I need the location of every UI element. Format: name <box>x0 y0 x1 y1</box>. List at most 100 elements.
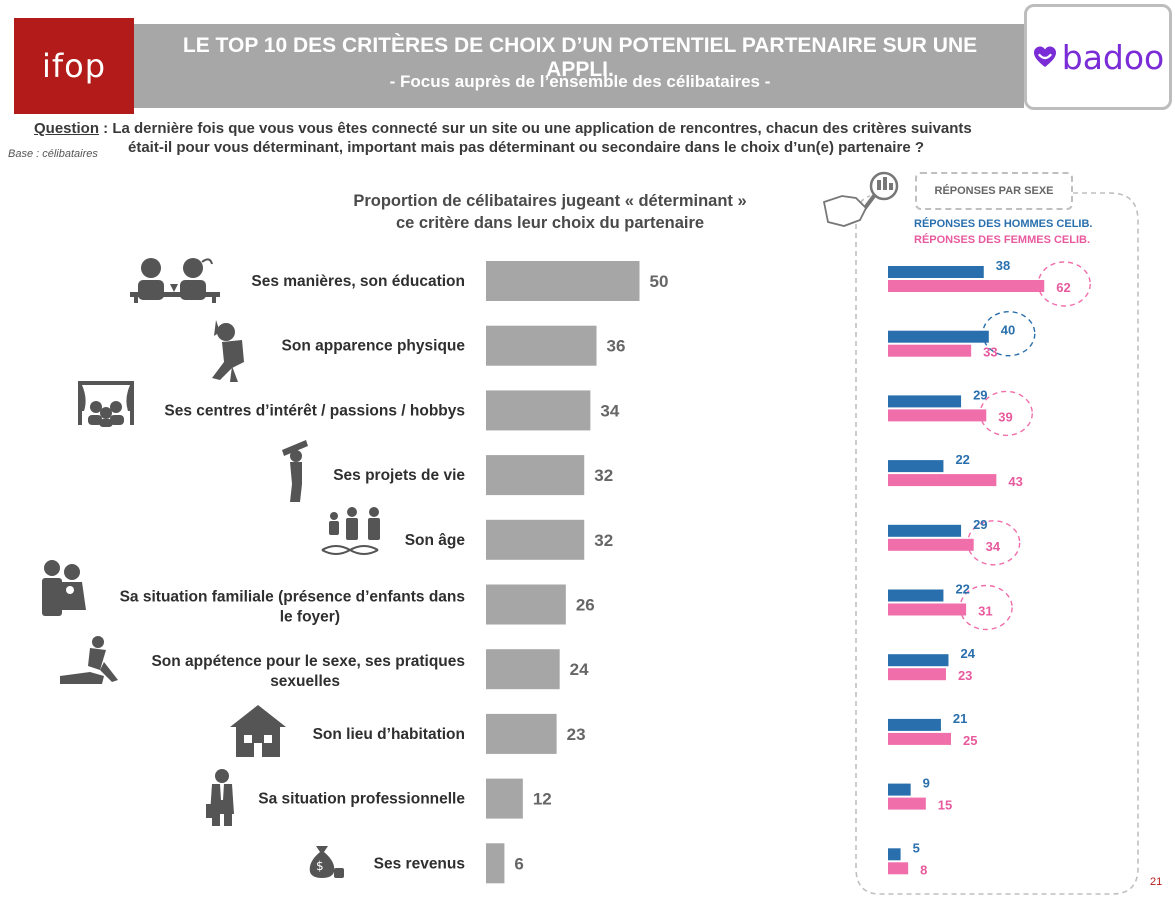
gender-panel-frame <box>855 192 1139 895</box>
men-bar <box>888 848 901 861</box>
legend-men: RÉPONSES DES HOMMES CELIB. <box>914 218 1093 230</box>
women-highlight-circle <box>959 584 1013 631</box>
page-subtitle: - Focus auprès de l’ensemble des célibat… <box>389 72 771 91</box>
women-value-label: 15 <box>938 798 952 813</box>
main-bar <box>486 261 640 301</box>
gender-bar-chart: 38 62 40 33 29 39 22 43 29 34 22 31 24 23 21 25 9 15 58 <box>888 258 1091 877</box>
men-value-label: 24 <box>960 646 975 661</box>
question-label: Question <box>34 120 100 137</box>
category-label: Ses revenus <box>374 855 465 872</box>
category-label: Ses manières, son éducation <box>251 273 465 290</box>
main-value-label: 32 <box>594 531 613 550</box>
house-icon <box>230 705 286 757</box>
main-value-label: 34 <box>600 401 619 420</box>
women-bar <box>888 280 1045 292</box>
main-value-label: 32 <box>594 466 613 485</box>
chart-title: Proportion de célibataires jugeant « dét… <box>320 190 780 234</box>
theater-audience-icon <box>78 381 134 427</box>
men-value-label: 21 <box>953 711 967 726</box>
women-bar <box>888 862 909 875</box>
family-dna-icon <box>321 507 380 555</box>
badoo-logo-text: badoo <box>1061 37 1165 77</box>
women-bar <box>888 732 951 745</box>
svg-text:$: $ <box>316 859 324 873</box>
women-highlight-circle <box>1037 261 1091 307</box>
question-text: Question : La dernière fois que vous vou… <box>34 118 1094 139</box>
men-value-label: 22 <box>955 582 969 597</box>
main-bar <box>486 455 585 496</box>
main-value-label: 12 <box>533 790 552 809</box>
main-bar <box>486 325 597 366</box>
men-bar <box>888 330 989 343</box>
women-value-label: 23 <box>958 668 972 683</box>
men-bar <box>888 266 984 278</box>
main-value-label: 6 <box>514 854 523 873</box>
main-value-label: 23 <box>567 725 586 744</box>
chart-title-line1: Proportion de célibataires jugeant « dét… <box>353 192 747 210</box>
women-bar <box>888 538 974 551</box>
header-band <box>134 24 1024 108</box>
main-value-label: 36 <box>607 337 626 356</box>
category-label: Ses projets de vie <box>333 467 465 484</box>
main-bar <box>486 713 557 754</box>
main-bar <box>486 519 585 560</box>
money-bag-icon: $ <box>309 846 344 878</box>
main-bar <box>486 843 505 884</box>
men-value-label: 22 <box>955 452 969 467</box>
ifop-logo: ifop <box>14 18 134 114</box>
page-number: 21 <box>1150 876 1163 888</box>
men-value-label: 38 <box>996 258 1010 273</box>
men-bar <box>888 783 911 796</box>
women-value-label: 39 <box>998 409 1012 424</box>
main-value-label: 26 <box>576 596 595 615</box>
posing-person-icon <box>212 320 244 382</box>
women-value-label: 25 <box>963 733 977 748</box>
women-value-label: 31 <box>978 604 992 619</box>
legend-women: RÉPONSES DES FEMMES CELIB. <box>914 234 1091 246</box>
women-bar <box>888 344 972 357</box>
badoo-heart-icon <box>1033 46 1056 67</box>
category-label: Son âge <box>405 532 466 549</box>
women-value-label: 8 <box>920 862 927 877</box>
page-title: LE TOP 10 DES CRITÈRES DE CHOIX D’UN POT… <box>182 34 978 81</box>
main-value-label: 24 <box>570 660 589 679</box>
men-highlight-circle <box>982 311 1036 357</box>
main-bar <box>486 778 523 819</box>
telescope-person-icon <box>282 440 308 502</box>
women-value-label: 62 <box>1056 280 1070 295</box>
women-highlight-circle <box>979 390 1033 437</box>
category-label: Ses centres d’intérêt / passions / hobby… <box>164 402 465 419</box>
chart-title-line2: ce critère dans leur choix du partenaire <box>395 214 705 232</box>
main-bar-chart: 50 Ses manières, son éducation 36 Son appar… <box>120 261 669 884</box>
women-bar <box>888 409 987 422</box>
men-value-label: 5 <box>913 840 920 855</box>
men-value-label: 29 <box>973 517 987 532</box>
women-bar <box>888 668 946 681</box>
men-value-label: 29 <box>973 387 987 402</box>
question-line2: était-il pour vous déterminant, importan… <box>128 139 924 156</box>
men-bar <box>888 654 949 667</box>
category-label: Son appétence pour le sexe, ses pratique… <box>151 653 465 670</box>
category-label: Son apparence physique <box>282 338 466 355</box>
men-bar <box>888 718 941 731</box>
women-bar <box>888 797 926 810</box>
men-bar <box>888 395 962 408</box>
main-bar <box>486 649 560 690</box>
men-bar <box>888 589 944 602</box>
women-value-label: 33 <box>983 345 997 360</box>
main-value-label: 50 <box>650 272 669 291</box>
women-bar <box>888 474 997 487</box>
businessman-icon <box>206 769 234 826</box>
men-value-label: 9 <box>923 776 930 791</box>
women-bar <box>888 603 967 616</box>
dining-people-icon <box>130 258 220 303</box>
category-label-line2: le foyer) <box>280 609 340 626</box>
women-value-label: 43 <box>1008 474 1022 489</box>
legend-badge: RÉPONSES PAR SEXE <box>915 172 1073 210</box>
magnifier-hand-icon <box>822 171 899 227</box>
main-bar <box>486 390 591 431</box>
category-label: Sa situation professionnelle <box>258 791 465 808</box>
question-line1: : La dernière fois que vous vous êtes co… <box>99 120 972 137</box>
main-bar <box>486 584 566 625</box>
